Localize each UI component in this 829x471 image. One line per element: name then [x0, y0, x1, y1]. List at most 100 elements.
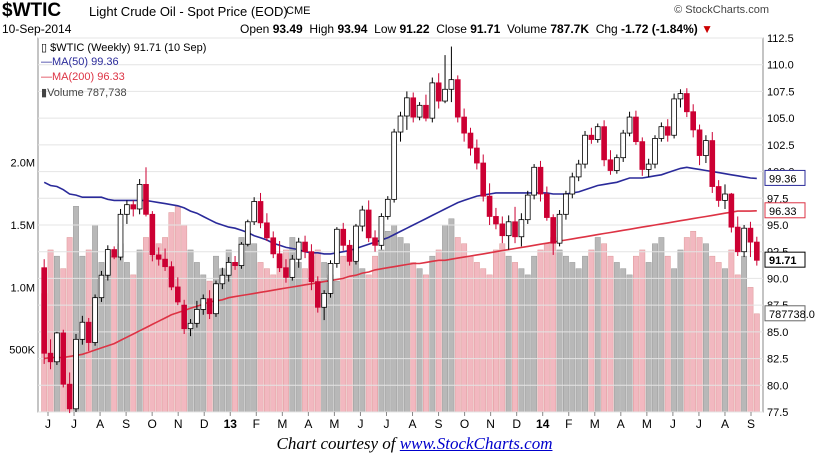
x-tick-label: N: [174, 417, 183, 431]
x-tick-label: A: [304, 417, 312, 431]
instrument-name: Light Crude Oil - Spot Price (EOD): [89, 4, 288, 19]
volume-bar: [416, 268, 423, 413]
candle-body: [690, 111, 697, 131]
x-tick-label: J: [383, 417, 389, 431]
candle-body: [531, 166, 537, 196]
symbol-title: $WTIC: [2, 0, 62, 21]
ma200-line: [44, 210, 757, 360]
volume-bar: [467, 255, 474, 413]
volume-bar: [232, 262, 238, 413]
candle-body: [614, 157, 620, 171]
candle-body: [442, 88, 448, 102]
candle-body: [754, 241, 760, 261]
candle-body: [582, 134, 588, 165]
price-tick-label: 82.5: [767, 354, 788, 366]
candle-body: [168, 266, 175, 288]
price-tick-label: 107.5: [767, 86, 795, 98]
candle-body: [213, 283, 219, 315]
candle-body: [620, 132, 627, 159]
volume-bar: [353, 262, 359, 413]
candle-body: [410, 97, 417, 118]
candle-body: [709, 140, 716, 187]
volume-bar: [473, 262, 480, 413]
volume-bar: [461, 243, 468, 413]
x-tick-label: S: [747, 417, 755, 431]
x-tick-label: A: [617, 417, 625, 431]
x-tick-label: J: [45, 417, 51, 431]
volume-bar: [524, 274, 531, 413]
chg-label: Chg: [595, 22, 618, 36]
volume-bar: [111, 255, 118, 413]
volume-bar: [658, 237, 665, 413]
candle-body: [372, 237, 378, 246]
volume-bar: [664, 255, 671, 413]
volume-bar: [442, 224, 448, 413]
volume-tick-label: 2.0M: [11, 158, 35, 170]
volume-bar: [633, 255, 639, 413]
volume-bar: [448, 218, 455, 413]
chg-value: -1.72 (-1.84%): [621, 22, 698, 36]
candle-body: [594, 126, 601, 140]
candle-body: [626, 116, 633, 134]
volume-bar: [709, 255, 716, 413]
x-tick-label: D: [200, 417, 209, 431]
low-value: 91.22: [399, 22, 430, 36]
candle-body: [671, 98, 677, 136]
high-label: High: [309, 22, 335, 36]
candle-body: [111, 249, 117, 258]
volume-bar: [263, 268, 270, 413]
volume-bar: [652, 243, 658, 413]
candle-body: [601, 126, 607, 161]
candle-body: [652, 138, 658, 165]
candle-body: [47, 352, 54, 363]
candle-body: [544, 193, 550, 218]
candle-body: [257, 201, 264, 224]
volume-bar: [550, 237, 557, 413]
volume-bar: [429, 255, 436, 413]
volume-bar: [155, 243, 162, 413]
candle-body: [664, 126, 671, 136]
x-tick-label: 14: [536, 417, 550, 431]
candle-body: [264, 222, 270, 239]
legend-bar-icon: ▮: [41, 87, 48, 99]
candle-body: [658, 126, 665, 139]
volume-bar: [722, 268, 728, 413]
volume-bar: [480, 268, 487, 413]
legend-ma200: —MA(200) 96.33: [41, 71, 125, 83]
candle-body: [747, 227, 754, 243]
candle-body: [684, 93, 690, 113]
candle-body: [353, 225, 359, 262]
x-tick-label: O: [460, 417, 469, 431]
candle-body: [588, 134, 595, 140]
price-tick-label: 77.5: [767, 407, 788, 419]
candle-body: [633, 116, 639, 143]
price-tick-label: 105.0: [767, 113, 795, 125]
price-tick-label: 95.0: [767, 220, 788, 232]
candle-body: [327, 263, 334, 294]
ma200-flag-box: [764, 202, 806, 219]
candle-body: [85, 321, 92, 343]
price-tick-label: 110.0: [767, 60, 794, 72]
x-tick-label: 13: [224, 417, 238, 431]
volume-tick-label: 500K: [9, 345, 35, 357]
volume-bar: [671, 268, 678, 413]
candle-body: [136, 183, 143, 210]
candle-body: [505, 221, 512, 237]
candle-body: [391, 131, 397, 200]
volume-bar: [620, 268, 627, 413]
candle-body: [639, 141, 646, 170]
volume-bar: [213, 255, 219, 413]
credit-link[interactable]: www.StockCharts.com: [399, 434, 553, 453]
candle-body: [359, 209, 366, 227]
candle-body: [314, 281, 321, 308]
x-tick-label: J: [71, 417, 77, 431]
candle-body: [499, 223, 506, 237]
candle-body: [741, 227, 747, 253]
volume-bar: [372, 255, 378, 413]
candle-body: [174, 286, 181, 303]
volume-bar: [149, 255, 156, 413]
candle-body: [429, 82, 436, 119]
candle-body: [365, 209, 372, 239]
candle-body: [486, 195, 493, 217]
